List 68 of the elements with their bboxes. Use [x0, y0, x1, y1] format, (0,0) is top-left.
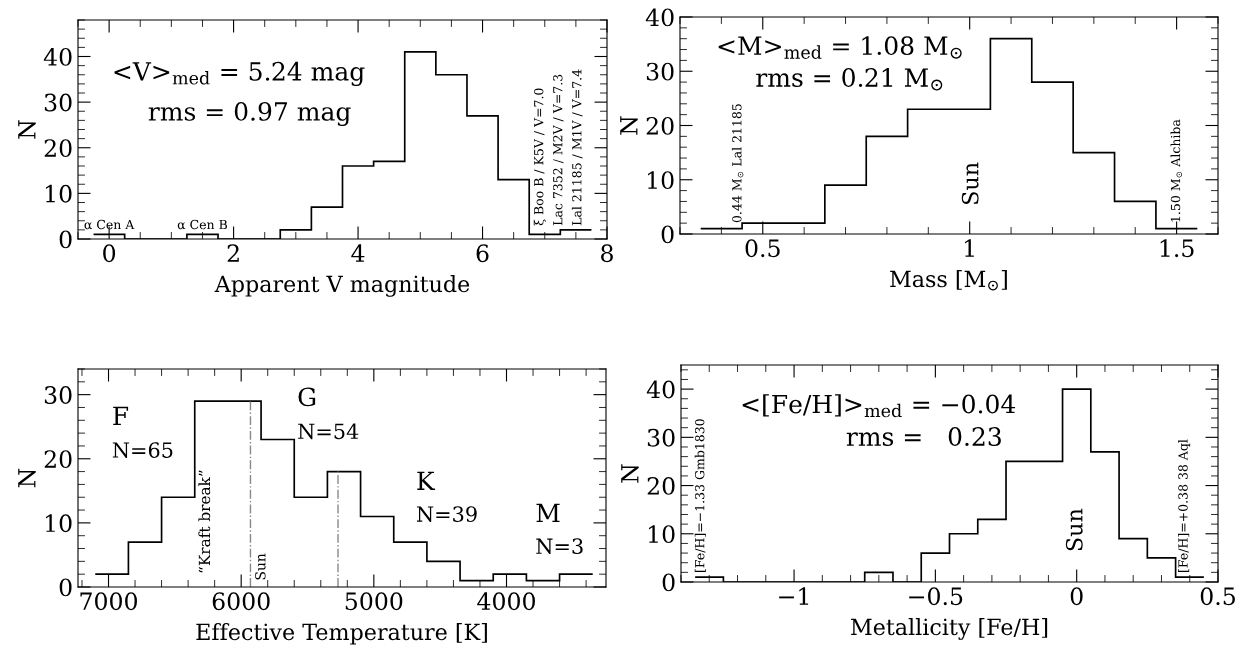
- x-tick-label: −1: [779, 587, 809, 605]
- x-axis-title: Metallicity [Fe/H]: [851, 618, 1048, 640]
- annotation: Sun: [1065, 508, 1083, 551]
- annotation: α Cen A: [84, 219, 135, 230]
- annotation: G: [298, 387, 316, 407]
- annotation: M: [536, 503, 560, 522]
- x-tick-label: 1: [965, 239, 974, 257]
- x-tick-label: 0: [1070, 587, 1083, 606]
- x-tick-label: 4: [351, 244, 365, 262]
- x-axis-title: Apparent V magnitude: [214, 275, 470, 297]
- annotation: N=3: [536, 538, 583, 555]
- y-tick-label: 20: [647, 477, 675, 495]
- x-tick-label: 6000: [212, 592, 270, 611]
- annotation: N=54: [298, 423, 359, 440]
- annotation: 0.44 M$_{⊙}$ Lal 21185: [731, 104, 744, 223]
- annotation: <V>$_{med}$ = 5.24 mag: [114, 61, 365, 86]
- annotation: F: [113, 406, 129, 425]
- annotation: rms = 0.21 M$_{⊙}$: [756, 68, 943, 91]
- y-tick-label: 40: [645, 8, 674, 27]
- y-tick-label: 10: [648, 525, 675, 544]
- x-tick-label: 0.5: [745, 239, 780, 258]
- annotation: “Kraft break”: [198, 470, 211, 573]
- y-tick-label: 0: [661, 225, 674, 244]
- y-tick-label: 30: [647, 428, 675, 447]
- annotation: N=65: [112, 442, 173, 458]
- annotation: rms = 0.97 mag: [148, 101, 351, 127]
- x-tick-label: 1.5: [1160, 239, 1194, 258]
- annotation: ξ Boo B / K5V / V=7.0: [533, 88, 546, 226]
- annotation: <[Fe/H]>$_{med}$ = −0.04: [742, 394, 1016, 418]
- annotation: Lac 7352 / M2V / V=7.3: [553, 74, 564, 226]
- ref-line-label: Sun: [255, 553, 266, 580]
- annotation: α Cen B: [177, 219, 227, 230]
- annotation: N=39: [416, 506, 477, 522]
- y-tick-label: 30: [646, 62, 674, 81]
- x-axis-title: Effective Temperature [K]: [196, 623, 487, 645]
- annotation: 1.50 M$_{⊙}$ Alchiba: [1170, 119, 1183, 222]
- annotation: Sun: [961, 162, 979, 204]
- y-tick-label: 10: [647, 171, 674, 190]
- annotation: [Fe/H]=+0.38 38 Aql: [1178, 439, 1191, 572]
- x-tick-label: 0: [103, 244, 116, 263]
- y-axis-title: N: [621, 464, 639, 483]
- x-tick-label: 4000: [477, 592, 535, 611]
- y-tick-label: 20: [44, 139, 72, 158]
- annotation: [Fe/H]=−1.33 Gmb1830: [694, 419, 706, 572]
- y-axis-title: N: [18, 120, 36, 139]
- x-tick-label: −0.5: [909, 587, 963, 606]
- y-tick-label: 20: [646, 116, 674, 135]
- annotation: rms = 0.23: [846, 427, 1001, 447]
- y-tick-label: 30: [44, 93, 72, 112]
- y-axis-title: N: [18, 468, 36, 488]
- x-tick-label: 8: [601, 244, 613, 263]
- y-axis-title: N: [620, 116, 638, 135]
- x-tick-label: 7000: [80, 592, 137, 611]
- y-tick-label: 10: [45, 184, 72, 203]
- y-tick-label: 20: [44, 450, 72, 469]
- y-tick-label: 0: [662, 573, 675, 592]
- x-axis-title: Mass [M$_{⊙}$]: [890, 270, 1007, 291]
- y-tick-label: 10: [45, 514, 72, 533]
- x-tick-label: 6: [476, 244, 489, 263]
- y-tick-label: 30: [44, 386, 72, 404]
- x-tick-label: 0.5: [1200, 587, 1235, 606]
- y-tick-label: 40: [646, 380, 675, 399]
- annotation: K: [417, 471, 435, 490]
- x-tick-label: 5000: [345, 592, 403, 611]
- annotation: <M>$_{med}$ = 1.08 M$_{⊙}$: [718, 36, 962, 59]
- y-tick-label: 40: [43, 47, 72, 66]
- annotation: Lal 21185 / M1V / V=7.4: [571, 69, 583, 226]
- x-tick-label: 2: [227, 244, 239, 262]
